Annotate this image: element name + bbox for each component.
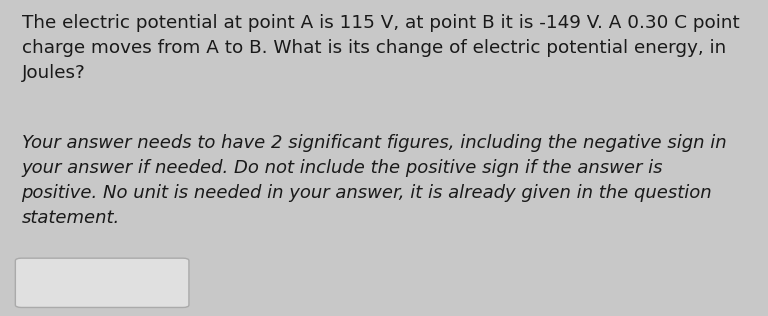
- FancyBboxPatch shape: [15, 258, 189, 307]
- Text: Your answer needs to have 2 significant figures, including the negative sign in
: Your answer needs to have 2 significant …: [22, 134, 726, 227]
- Text: The electric potential at point A is 115 V, at point B it is -149 V. A 0.30 C po: The electric potential at point A is 115…: [22, 14, 740, 82]
